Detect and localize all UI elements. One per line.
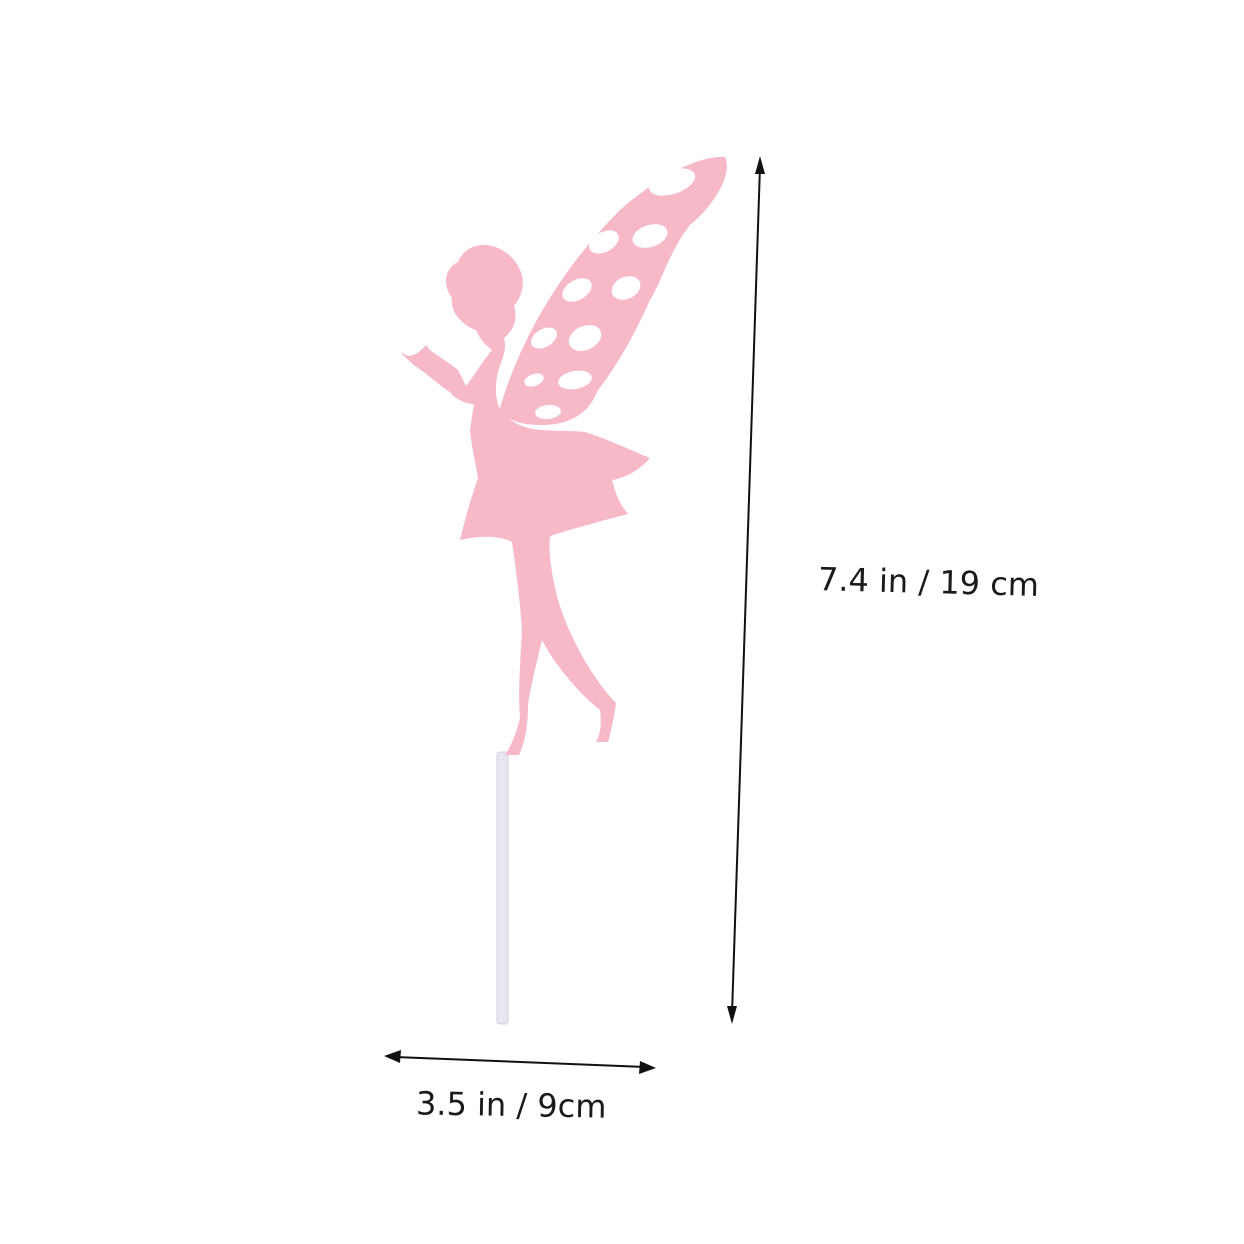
height-dimension-label: 7.4 in / 19 cm — [817, 560, 1040, 604]
width-dimension-label: 3.5 in / 9cm — [415, 1084, 607, 1126]
width-arrow — [384, 1050, 656, 1074]
topper-stick — [496, 751, 509, 1025]
height-arrow — [727, 156, 765, 1024]
fairy-silhouette — [400, 244, 650, 756]
fairy-wing — [500, 156, 727, 425]
